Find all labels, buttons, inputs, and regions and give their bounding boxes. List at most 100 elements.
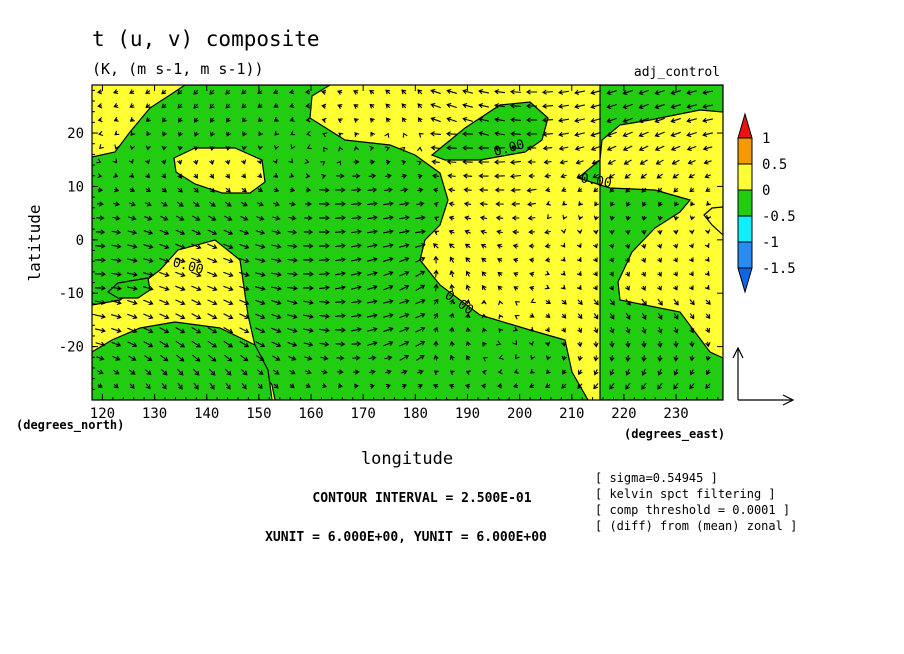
wind-vector bbox=[193, 173, 198, 179]
wind-vector bbox=[415, 312, 426, 319]
wind-vector bbox=[509, 159, 522, 165]
wind-vector bbox=[560, 228, 567, 234]
wind-vector bbox=[143, 243, 154, 250]
wind-vector bbox=[689, 313, 695, 320]
wind-vector bbox=[97, 173, 103, 179]
wind-vector bbox=[705, 229, 711, 235]
wind-vector bbox=[129, 89, 135, 94]
wind-vector bbox=[303, 243, 314, 249]
wind-vector bbox=[704, 243, 710, 249]
wind-vector bbox=[224, 201, 232, 207]
wind-vector bbox=[209, 159, 215, 165]
wind-vector bbox=[288, 158, 294, 164]
wind-vector bbox=[382, 201, 394, 207]
wind-vector bbox=[514, 315, 520, 320]
x-tick-label: 200 bbox=[507, 406, 532, 422]
wind-vector bbox=[143, 285, 154, 292]
wind-vector bbox=[673, 257, 678, 263]
wind-vector bbox=[702, 145, 713, 151]
wind-vector bbox=[207, 313, 218, 320]
wind-vector bbox=[223, 299, 234, 306]
wind-vector bbox=[127, 229, 138, 235]
wind-vector bbox=[529, 271, 535, 277]
wind-vector bbox=[99, 144, 104, 149]
wind-vector bbox=[383, 340, 394, 347]
wind-vector bbox=[642, 201, 647, 207]
wind-vector bbox=[383, 284, 394, 291]
wind-vector bbox=[271, 243, 282, 249]
wind-vector bbox=[530, 354, 536, 360]
wind-vector bbox=[112, 158, 118, 164]
wind-vector bbox=[175, 257, 186, 264]
wind-vector bbox=[417, 384, 423, 389]
wind-vector bbox=[655, 159, 664, 165]
wind-vector bbox=[337, 104, 343, 109]
wind-vector bbox=[337, 118, 343, 124]
wind-vector bbox=[305, 201, 312, 207]
wind-vector bbox=[399, 284, 410, 291]
wind-vector bbox=[494, 89, 506, 95]
wind-vector bbox=[498, 314, 504, 320]
wind-vector bbox=[466, 355, 471, 361]
wind-vector bbox=[320, 355, 329, 361]
wind-vector bbox=[161, 159, 167, 165]
wind-vector bbox=[143, 299, 154, 306]
wind-vector bbox=[306, 131, 312, 137]
wind-vector bbox=[433, 201, 439, 208]
wind-vector bbox=[625, 382, 631, 390]
wind-vector bbox=[463, 201, 472, 207]
wind-vector bbox=[609, 298, 615, 306]
note-filter: [ kelvin spct filtering ] bbox=[595, 487, 776, 501]
wind-vector bbox=[481, 299, 487, 305]
wind-vector bbox=[271, 299, 282, 306]
wind-vector bbox=[641, 354, 647, 363]
wind-vector bbox=[625, 298, 631, 306]
wind-vector bbox=[111, 341, 122, 348]
wind-vector bbox=[399, 354, 410, 361]
wind-vector bbox=[159, 243, 170, 250]
wind-vector bbox=[367, 187, 378, 193]
wind-vector bbox=[239, 271, 250, 278]
wind-vector bbox=[544, 284, 550, 290]
wind-vector bbox=[160, 215, 169, 221]
wind-vector bbox=[226, 131, 231, 137]
wind-vector bbox=[191, 257, 202, 264]
wind-vector bbox=[702, 117, 714, 123]
wind-vector bbox=[191, 299, 202, 306]
colorbar: 1 0.5 0 -0.5 -1 -1.5 bbox=[737, 112, 796, 294]
wind-vector bbox=[273, 116, 279, 122]
wind-vector bbox=[241, 159, 247, 165]
x-unit-label: (degrees_east) bbox=[624, 427, 725, 442]
wind-vector bbox=[481, 257, 487, 263]
wind-vector bbox=[321, 89, 327, 95]
wind-vector bbox=[207, 257, 218, 264]
wind-vector bbox=[416, 201, 425, 207]
wind-vector bbox=[382, 229, 394, 235]
wind-vector bbox=[225, 187, 231, 193]
wind-vector bbox=[255, 341, 266, 348]
wind-vector bbox=[399, 256, 410, 263]
wind-vector bbox=[177, 145, 183, 151]
wind-vector bbox=[255, 327, 266, 334]
wind-vector bbox=[191, 340, 201, 348]
wind-vector bbox=[594, 201, 599, 207]
wind-vector bbox=[241, 187, 247, 193]
colorbar-segment bbox=[737, 163, 753, 191]
wind-vector bbox=[641, 382, 647, 390]
wind-vector bbox=[609, 285, 614, 291]
wind-vector bbox=[673, 271, 678, 277]
wind-vector bbox=[542, 131, 553, 137]
wind-vector bbox=[494, 187, 505, 193]
contour-label: 0.00 bbox=[579, 171, 612, 191]
wind-vector bbox=[657, 354, 663, 362]
wind-vector bbox=[541, 103, 554, 109]
wind-vector bbox=[129, 187, 136, 193]
wind-vector bbox=[175, 229, 186, 236]
wind-vector bbox=[337, 369, 344, 375]
wind-vector bbox=[593, 313, 599, 320]
wind-vector bbox=[191, 271, 202, 278]
wind-vector bbox=[366, 201, 378, 207]
wind-vector bbox=[558, 89, 570, 95]
wind-vector bbox=[256, 355, 265, 361]
wind-vector bbox=[350, 299, 362, 305]
